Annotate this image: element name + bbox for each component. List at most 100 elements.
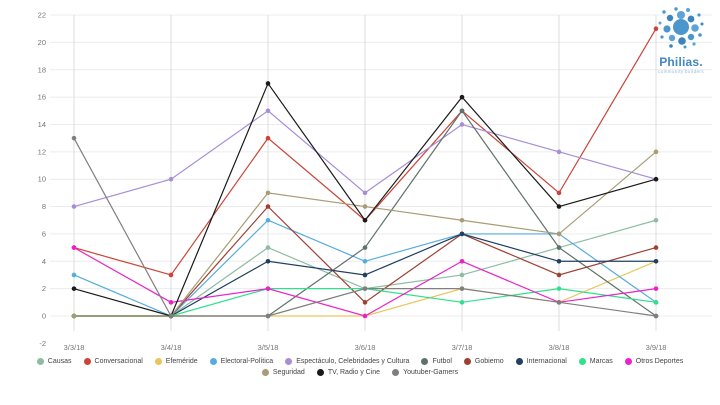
y-axis-tick: 18 (38, 65, 46, 74)
legend-label: Electoral-Política (220, 358, 274, 365)
philias-logo: Philias. community builders (648, 6, 714, 74)
data-point (168, 313, 174, 319)
legend-label: Efeméride (165, 358, 198, 365)
data-point (459, 217, 465, 223)
legend-item-Seguridad[interactable]: Seguridad (261, 369, 305, 376)
data-point (265, 108, 271, 114)
legend-swatch-icon (154, 358, 162, 365)
legend-item-Internacional[interactable]: Internacional (515, 358, 567, 365)
y-axis-tick: 2 (42, 284, 46, 293)
y-axis-tick: 22 (38, 11, 46, 20)
y-axis-tick: 6 (42, 229, 46, 238)
x-axis-tick: 3/5/18 (258, 343, 279, 352)
legend-label: Internacional (526, 358, 567, 365)
data-point (265, 217, 271, 223)
data-point (556, 190, 562, 196)
y-axis-tick: 12 (38, 147, 46, 156)
data-point (459, 300, 465, 305)
legend-item-Futbol[interactable]: Futbol (421, 358, 452, 365)
data-point (362, 258, 368, 264)
topics-line-chart: 22 20 18 16 14 12 10 8 6 4 2 0 -2 3/3/18 3/4/18 3/5/18 3… (38, 11, 712, 352)
legend-swatch-icon (515, 358, 523, 365)
data-point (168, 272, 174, 278)
data-point (653, 149, 659, 155)
data-point (362, 217, 368, 223)
data-point (653, 258, 659, 264)
legend-swatch-icon (624, 358, 632, 365)
data-point (653, 313, 659, 319)
data-point (459, 286, 465, 291)
legend-label: Gobierno (474, 358, 504, 365)
data-point (265, 135, 271, 141)
legend-item-Electoral-Política[interactable]: Electoral-Política (209, 358, 274, 365)
data-point (459, 258, 465, 264)
data-point (653, 26, 659, 32)
data-point (556, 286, 562, 291)
x-axis-tick: 3/6/18 (355, 343, 376, 352)
y-axis-tick: 8 (42, 202, 46, 211)
legend-item-Espectáculo, Celebridades y Cultura[interactable]: Espectáculo, Celebridades y Cultura (285, 358, 409, 365)
data-point (71, 313, 77, 319)
legend-item-TV, Radio y Cine[interactable]: TV, Radio y Cine (316, 369, 381, 376)
legend-label: Otros Deportes (635, 358, 684, 365)
data-point (265, 313, 271, 319)
legend-label: Conversacional (94, 358, 143, 365)
data-point (556, 300, 562, 305)
data-point (556, 272, 562, 278)
legend-swatch-icon (209, 358, 217, 365)
data-point (556, 231, 562, 237)
data-point (556, 149, 562, 155)
legend-swatch-icon (463, 358, 471, 365)
legend-swatch-icon (421, 358, 429, 365)
y-axis-tick: 4 (42, 257, 46, 266)
x-axis-tick: 3/7/18 (452, 343, 473, 352)
legend-swatch-icon (392, 369, 400, 376)
data-point (265, 190, 271, 196)
logo-tagline: community builders (658, 69, 704, 74)
legend-label: Marcas (589, 358, 613, 365)
data-point (459, 231, 465, 237)
legend-item-Efeméride[interactable]: Efeméride (154, 358, 198, 365)
data-point (362, 190, 368, 196)
legend-item-Conversacional[interactable]: Conversacional (83, 358, 143, 365)
data-point (653, 245, 659, 250)
data-point (653, 217, 659, 223)
data-point (556, 204, 562, 209)
data-point (71, 286, 77, 291)
x-axis-tick: 3/3/18 (64, 343, 85, 352)
data-point (362, 272, 368, 278)
legend-item-Marcas[interactable]: Marcas (578, 358, 613, 365)
data-point (459, 272, 465, 278)
data-point (168, 176, 174, 182)
data-point (71, 272, 77, 278)
legend-item-Youtuber-Gamers[interactable]: Youtuber-Gamers (392, 369, 458, 376)
legend-item-Otros Deportes[interactable]: Otros Deportes (624, 358, 684, 365)
x-axis-tick: 3/9/18 (646, 343, 667, 352)
y-axis-tick: 16 (38, 93, 46, 102)
data-point (168, 300, 174, 305)
y-axis-tick: 14 (38, 120, 46, 129)
data-point (71, 245, 77, 250)
data-point (362, 245, 368, 250)
x-axis-tick: 3/4/18 (161, 343, 182, 352)
x-axis-tick: 3/8/18 (549, 343, 570, 352)
legend-item-Gobierno[interactable]: Gobierno (463, 358, 504, 365)
legend-item-Causas[interactable]: Causas (36, 358, 72, 365)
legend-label: TV, Radio y Cine (327, 369, 381, 376)
data-point (459, 94, 465, 100)
y-axis-tick: 10 (38, 175, 46, 184)
data-point (556, 258, 562, 264)
legend-swatch-icon (578, 358, 586, 365)
legend-swatch-icon (83, 358, 91, 365)
legend-swatch-icon (36, 358, 44, 365)
data-point (265, 204, 271, 209)
legend-label: Causas (47, 358, 72, 365)
legend-label: Futbol (432, 358, 452, 365)
philias-splat-icon (658, 7, 704, 49)
data-point (459, 122, 465, 127)
data-point (265, 81, 271, 86)
legend-label: Youtuber-Gamers (403, 369, 459, 376)
data-point (653, 286, 659, 291)
chart-legend: Causas Conversacional Efeméride Electoral-P… (0, 358, 720, 376)
